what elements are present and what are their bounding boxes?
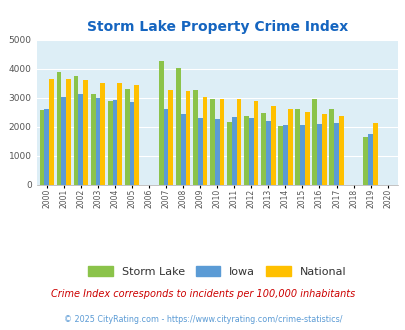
Bar (372, 123, 377, 185)
Bar (236, 99, 241, 185)
Bar (253, 101, 258, 185)
Bar (270, 106, 275, 185)
Bar (277, 125, 282, 185)
Bar (44, 109, 49, 185)
Bar (180, 114, 185, 185)
Bar (304, 113, 309, 185)
Bar (112, 100, 117, 185)
Bar (95, 98, 100, 185)
Bar (328, 109, 333, 185)
Bar (107, 101, 112, 185)
Bar (66, 79, 71, 185)
Bar (214, 119, 219, 185)
Text: Crime Index corresponds to incidents per 100,000 inhabitants: Crime Index corresponds to incidents per… (51, 289, 354, 299)
Bar (248, 118, 253, 185)
Bar (175, 68, 180, 185)
Bar (299, 125, 304, 185)
Bar (362, 137, 367, 185)
Bar (117, 83, 122, 185)
Bar (226, 122, 231, 185)
Bar (57, 72, 61, 185)
Bar (192, 89, 197, 185)
Bar (316, 124, 321, 185)
Legend: Storm Lake, Iowa, National: Storm Lake, Iowa, National (88, 266, 345, 277)
Bar (83, 80, 88, 185)
Bar (367, 134, 372, 185)
Bar (78, 94, 83, 185)
Bar (197, 118, 202, 185)
Bar (202, 96, 207, 185)
Bar (294, 109, 299, 185)
Bar (74, 76, 78, 185)
Bar (129, 102, 134, 185)
Bar (282, 125, 287, 185)
Bar (134, 85, 139, 185)
Bar (321, 114, 326, 185)
Bar (338, 116, 343, 185)
Bar (311, 99, 316, 185)
Bar (185, 91, 190, 185)
Bar (163, 109, 168, 185)
Bar (265, 121, 270, 185)
Text: © 2025 CityRating.com - https://www.cityrating.com/crime-statistics/: © 2025 CityRating.com - https://www.city… (64, 315, 341, 324)
Bar (333, 123, 338, 185)
Bar (219, 99, 224, 185)
Bar (90, 94, 95, 185)
Bar (158, 61, 163, 185)
Bar (61, 96, 66, 185)
Bar (260, 114, 265, 185)
Bar (168, 90, 173, 185)
Title: Storm Lake Property Crime Index: Storm Lake Property Crime Index (86, 20, 347, 34)
Bar (40, 110, 44, 185)
Bar (243, 116, 248, 185)
Bar (124, 89, 129, 185)
Bar (209, 99, 214, 185)
Bar (231, 117, 236, 185)
Bar (100, 83, 105, 185)
Bar (49, 79, 54, 185)
Bar (287, 109, 292, 185)
